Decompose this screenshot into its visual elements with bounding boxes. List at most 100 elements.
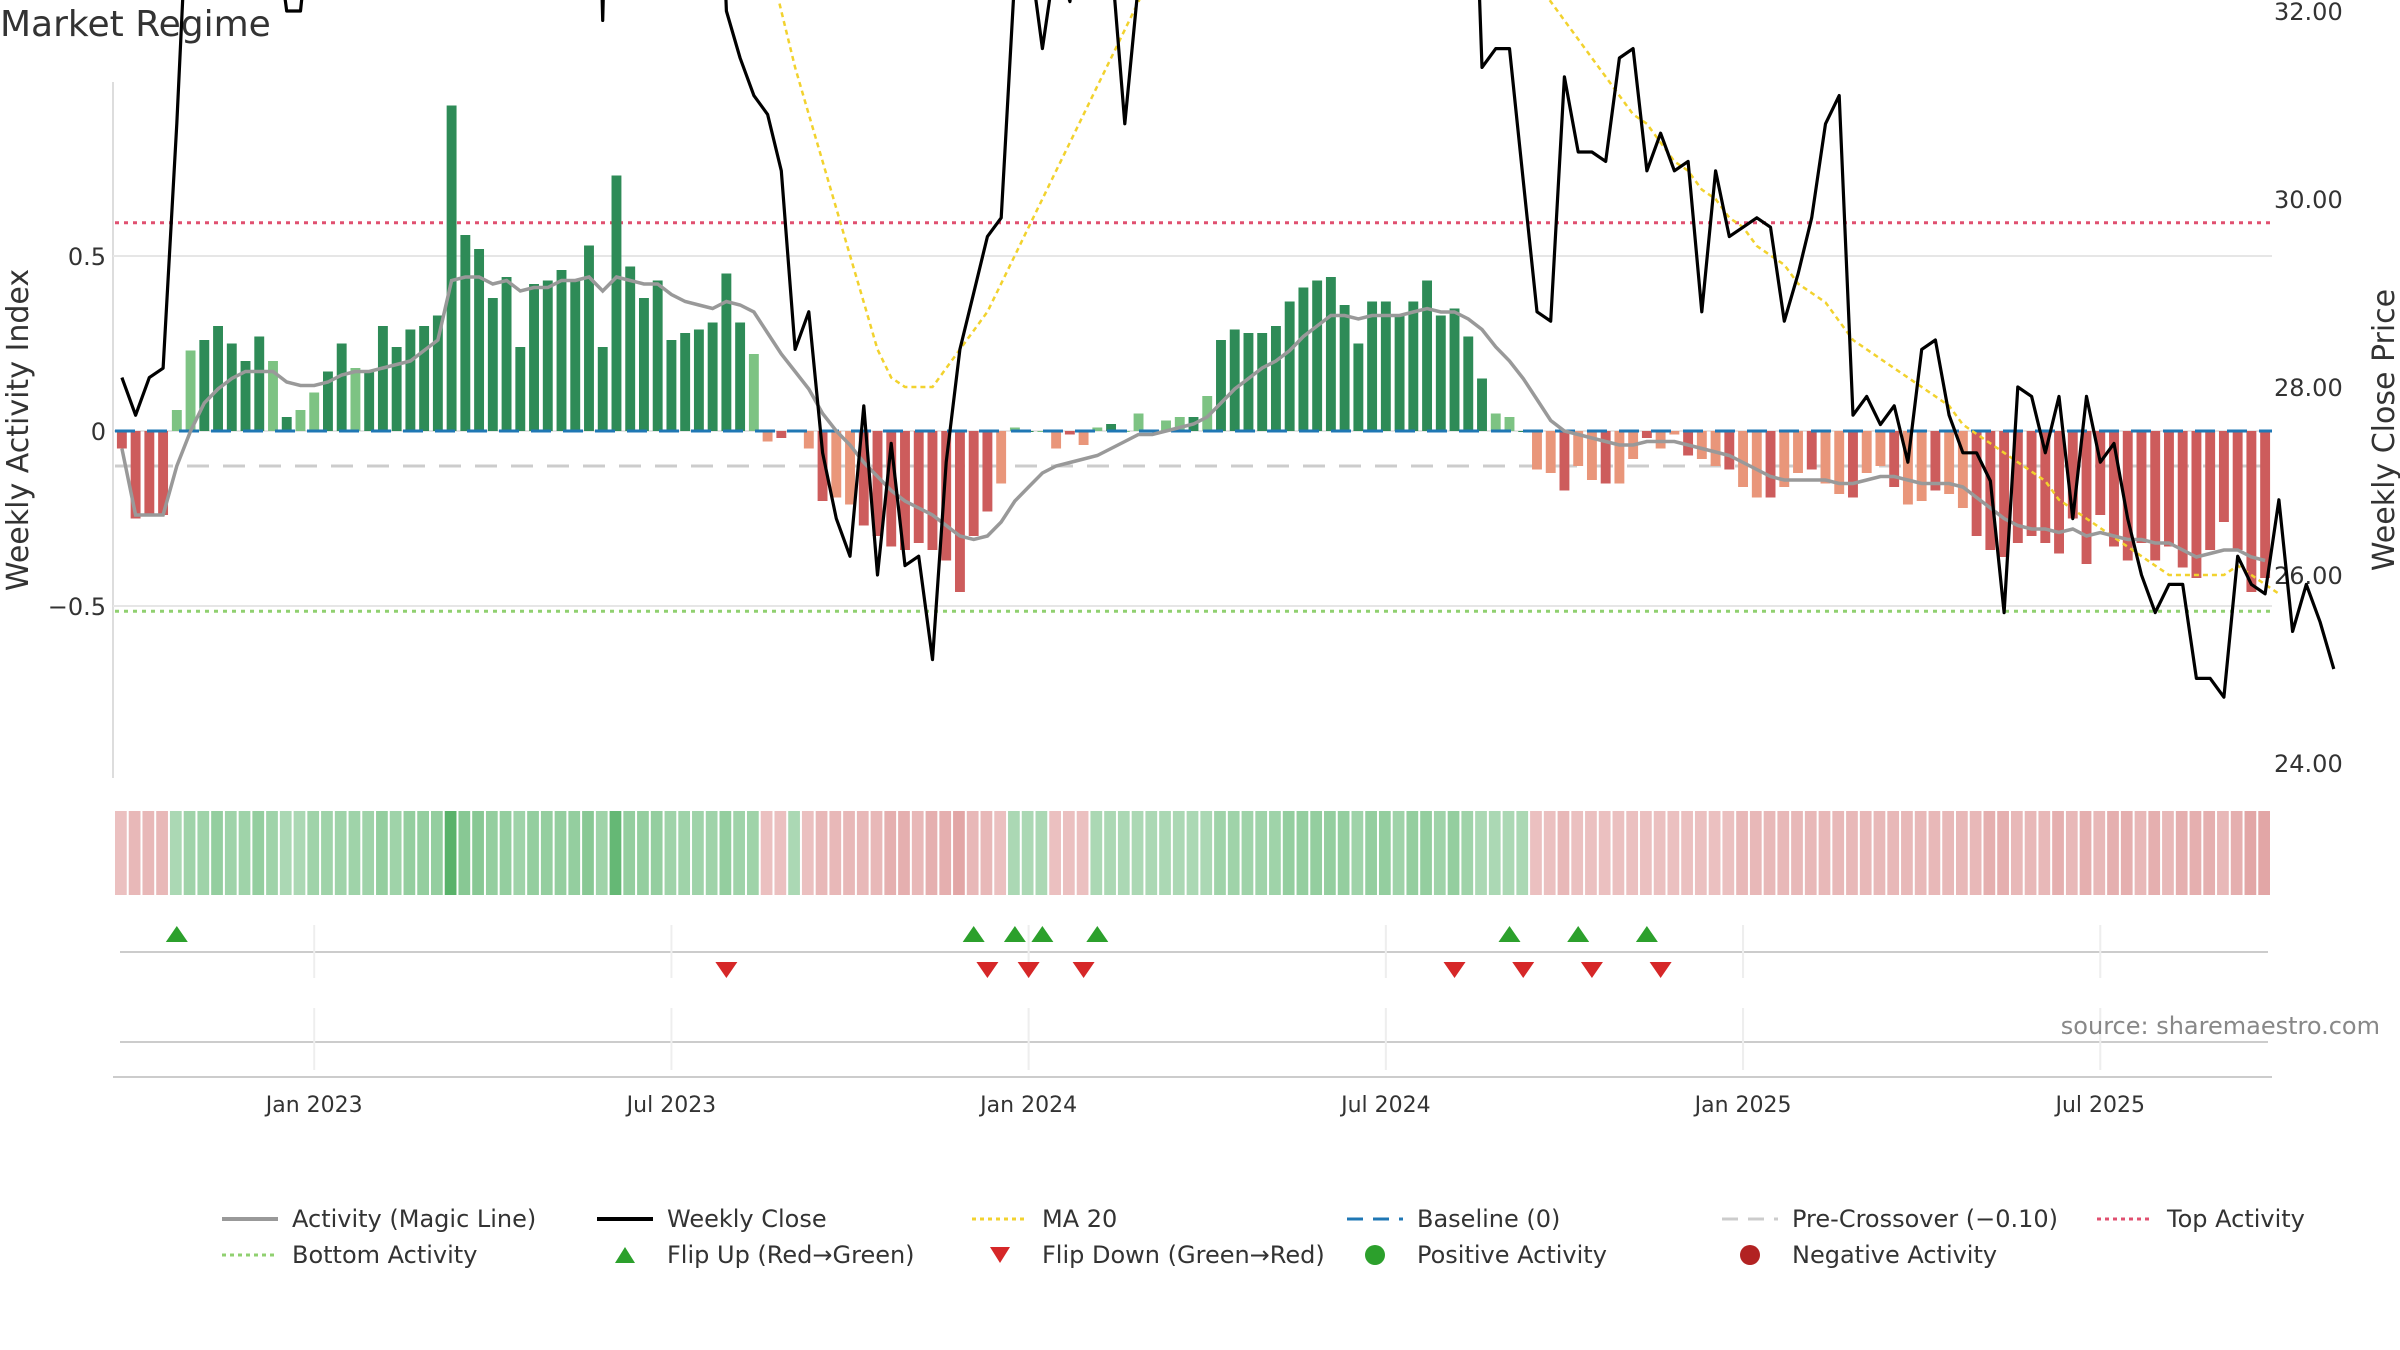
activity-bar <box>1216 340 1226 431</box>
flip-up-marker <box>962 926 985 942</box>
regime-strip-cell <box>774 811 787 895</box>
regime-strip-cell <box>1131 811 1144 895</box>
regime-strip-cell <box>307 811 320 895</box>
regime-strip-cell <box>1282 811 1295 895</box>
activity-bar <box>1490 413 1501 431</box>
activity-bar <box>1106 424 1117 431</box>
activity-bar <box>1889 431 1900 487</box>
activity-bar <box>1641 431 1652 438</box>
regime-strip-cell <box>2203 811 2216 895</box>
activity-bar <box>831 431 842 498</box>
legend-item: Activity (Magic Line) <box>220 1205 595 1233</box>
activity-bar <box>652 280 663 431</box>
activity-bar <box>281 417 292 431</box>
activity-bar <box>845 431 855 505</box>
regime-strip-cell <box>2230 811 2243 895</box>
activity-bar <box>1435 315 1446 431</box>
activity-bar <box>1559 431 1570 491</box>
regime-strip-cell <box>1447 811 1460 895</box>
regime-strip-cell <box>1983 811 1996 895</box>
regime-strip-cell <box>1763 811 1776 895</box>
regime-strip-cell <box>2258 811 2270 895</box>
activity-bar <box>872 431 883 536</box>
regime-strip-cell <box>884 811 897 895</box>
activity-bar <box>1724 431 1735 470</box>
regime-strip-cell <box>1035 811 1048 895</box>
activity-bar <box>542 280 553 431</box>
activity-bar <box>144 431 155 515</box>
flip-up-marker <box>165 926 188 942</box>
regime-strip-cell <box>2162 811 2174 895</box>
regime-strip-cell <box>650 811 663 895</box>
regime-strip-cell <box>582 811 594 895</box>
triangle-up-green-icon <box>595 1242 655 1268</box>
activity-bar <box>1600 431 1611 484</box>
activity-bar <box>2232 431 2243 550</box>
activity-bar <box>666 340 677 431</box>
legend-label: Baseline (0) <box>1417 1205 1561 1233</box>
regime-strip-cell <box>430 811 443 895</box>
activity-bar <box>1380 301 1391 431</box>
activity-bar <box>1078 431 1089 445</box>
regime-strip-cell <box>1461 811 1474 895</box>
regime-strip-cell <box>1255 811 1268 895</box>
activity-bar <box>1174 417 1185 431</box>
activity-bar <box>1367 301 1378 431</box>
ma20-line <box>777 0 2280 595</box>
activity-bar <box>1573 431 1584 466</box>
activity-bar <box>2095 431 2106 515</box>
activity-bar <box>432 315 443 431</box>
flip-up-marker <box>1635 926 1658 942</box>
regime-strip-cell <box>1653 811 1666 895</box>
legend-label: Activity (Magic Line) <box>292 1205 537 1233</box>
regime-strip-cell <box>1296 811 1309 895</box>
regime-strip-cell <box>1667 811 1680 895</box>
activity-bar <box>2109 431 2119 547</box>
flip-down-marker <box>976 962 999 978</box>
regime-strip-cell <box>1969 811 1982 895</box>
regime-strip-cell <box>692 811 704 895</box>
activity-bar <box>2218 431 2229 522</box>
activity-bar <box>529 284 539 431</box>
activity-bar <box>1696 431 1707 459</box>
regime-strip-cell <box>321 811 333 895</box>
regime-strip-cell <box>1337 811 1350 895</box>
activity-bar <box>1820 431 1831 484</box>
regime-strip-cell <box>1791 811 1803 895</box>
left-tick-label: 0 <box>91 418 106 446</box>
activity-bar <box>1669 431 1680 435</box>
activity-bar <box>1394 315 1405 431</box>
regime-strip-cell <box>156 811 168 895</box>
dot-red-icon <box>1720 1242 1780 1268</box>
legend-label: Flip Up (Red→Green) <box>667 1241 915 1269</box>
regime-strip-cell <box>1021 811 1034 895</box>
activity-bar <box>817 431 828 501</box>
activity-bar <box>954 431 965 592</box>
legend-label: Weekly Close <box>667 1205 827 1233</box>
activity-bar <box>2136 431 2147 543</box>
activity-bar <box>2026 431 2037 536</box>
regime-strip-cell <box>1708 811 1721 895</box>
activity-bar <box>1339 305 1350 431</box>
regime-strip-cell <box>1804 811 1817 895</box>
regime-strip-cell <box>279 811 292 895</box>
regime-strip-cell <box>1076 811 1089 895</box>
activity-bar <box>240 361 251 431</box>
regime-strip-cell <box>252 811 265 895</box>
regime-strip-cell <box>1475 811 1487 895</box>
activity-bar <box>1586 431 1597 480</box>
activity-bar <box>350 368 361 431</box>
activity-bar <box>2260 431 2271 578</box>
x-tick-label: Jan 2025 <box>1693 1093 1792 1118</box>
right-tick-label: 24.00 <box>2274 750 2343 778</box>
regime-strip-cell <box>911 811 924 895</box>
activity-bar <box>1875 431 1886 466</box>
regime-strip-cell <box>678 811 691 895</box>
activity-bar <box>501 277 512 431</box>
legend-item: MA 20 <box>970 1205 1345 1233</box>
regime-strip-cell <box>238 811 251 895</box>
x-tick-label: Jul 2024 <box>1339 1093 1431 1118</box>
legend-label: Positive Activity <box>1417 1241 1607 1269</box>
regime-strip-cell <box>1104 811 1116 895</box>
flip-down-marker <box>1580 962 1603 978</box>
